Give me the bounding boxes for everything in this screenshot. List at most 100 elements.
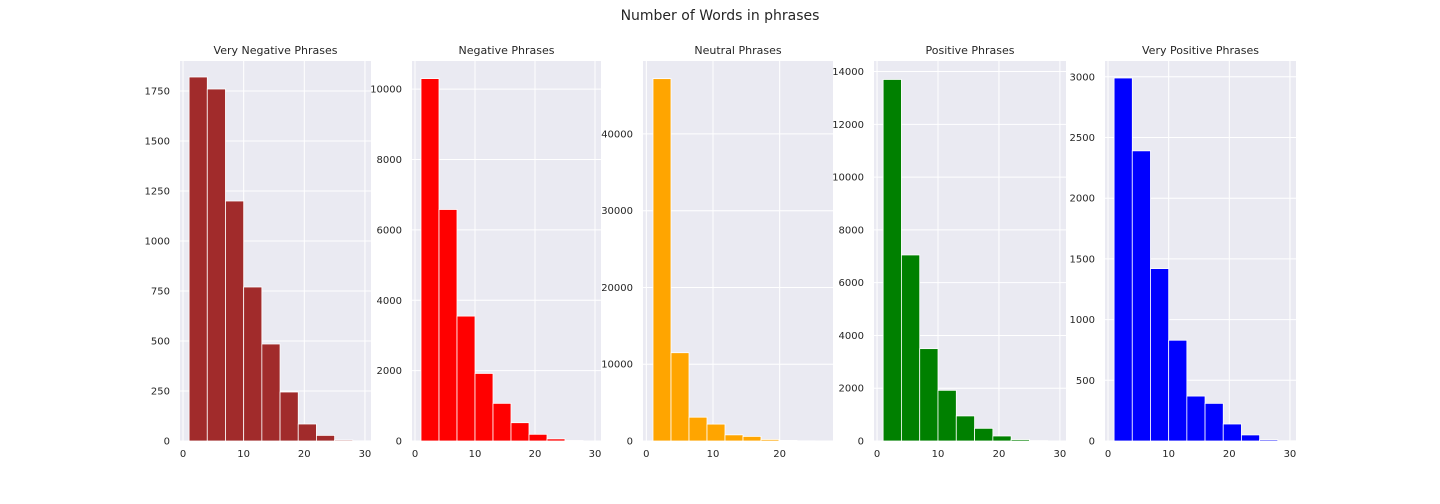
x-tick-label: 0 [180,449,186,460]
y-tick-label: 1500 [1070,254,1095,265]
y-tick-label: 6000 [839,278,864,289]
histogram-bar [297,423,317,442]
x-tick-label: 10 [932,449,945,460]
histogram-bar [510,422,530,442]
panel-4: 0 10 20 30 0 2000 4000 6000 8000 10000 12000 14000 P… [832,44,1067,460]
histogram-bar [652,78,672,442]
y-tick-label: 2000 [1070,194,1095,205]
y-tick-label: 2500 [1070,133,1095,144]
histogram-bar [1113,77,1133,442]
y-tick-label: 10000 [601,360,633,371]
x-tick-label: 0 [412,449,418,460]
panel-5: 0 10 20 30 0 500 1000 1500 2000 2500 3000 Very Posi… [1070,44,1297,460]
histogram-bar [688,416,708,442]
y-tick-label: 30000 [601,206,633,217]
x-tick-label: 30 [589,449,602,460]
histogram-bar [955,415,975,442]
histogram-bar [778,439,798,442]
histogram-bar [992,435,1012,442]
figure-title: Number of Words in phrases [620,8,820,24]
histogram-bar [420,78,440,442]
histogram-bar [243,286,263,442]
x-tick-label: 20 [993,449,1006,460]
y-tick-label: 2000 [377,366,402,377]
histogram-bar [528,433,548,442]
histogram-bar [1131,150,1151,442]
y-tick-label: 12000 [832,120,864,131]
x-tick-label: 20 [298,449,311,460]
histogram-bar [706,423,726,442]
histogram-bar [1186,395,1206,442]
y-tick-label: 2000 [839,384,864,395]
histogram-bar [974,427,994,442]
x-tick-label: 20 [529,449,542,460]
x-tick-label: 0 [1105,449,1111,460]
y-tick-label: 40000 [601,129,633,140]
subplot-title: Very Positive Phrases [1142,44,1259,57]
subplot-title: Neutral Phrases [694,44,781,57]
histogram-bar [279,391,299,442]
y-tick-label: 1000 [1070,315,1095,326]
histogram-bar [760,439,780,442]
histogram-bar [901,254,921,442]
x-tick-label: 10 [707,449,720,460]
y-tick-label: 750 [151,287,170,298]
histogram-bar [492,402,512,442]
histogram-bar [564,440,584,442]
panel-2: 0 10 20 30 0 2000 4000 6000 8000 10000 Negative Ph… [370,44,602,460]
y-tick-label: 500 [1076,376,1095,387]
y-tick-label: 10000 [370,85,402,96]
y-tick-label: 4000 [839,331,864,342]
histogram-bar [316,434,336,442]
x-tick-label: 10 [469,449,482,460]
histogram-bar [1241,434,1261,442]
subplot-title: Negative Phrases [459,44,555,57]
y-tick-label: 0 [858,437,864,448]
y-tick-label: 1750 [145,87,170,98]
histogram-bar [1222,423,1242,442]
x-tick-label: 30 [1284,449,1297,460]
y-tick-label: 3000 [1070,72,1095,83]
histogram-bar [1168,339,1188,442]
histogram-bar [225,200,245,442]
panel-1: 0 10 20 30 0 250 500 750 1000 1250 1500 1750 Very Ne… [145,44,372,460]
histogram-bar [742,435,762,442]
y-tick-label: 1000 [145,237,170,248]
y-tick-label: 14000 [832,67,864,78]
histogram-bar [1010,439,1030,442]
histogram-bar [206,88,226,442]
y-tick-label: 1250 [145,187,170,198]
subplot-title: Very Negative Phrases [214,44,338,57]
histogram-bar [456,315,476,442]
x-tick-label: 20 [1223,449,1236,460]
histogram-bar [1150,268,1170,442]
y-tick-label: 500 [151,337,170,348]
y-tick-label: 0 [1089,437,1095,448]
y-tick-label: 20000 [601,283,633,294]
histogram-bar [670,352,690,442]
y-tick-label: 10000 [832,173,864,184]
y-tick-label: 8000 [839,225,864,236]
x-tick-label: 20 [773,449,786,460]
histogram-bar [188,76,208,442]
histogram-bar [334,439,354,442]
subplot-title: Positive Phrases [926,44,1015,57]
x-tick-label: 0 [643,449,649,460]
y-tick-label: 6000 [377,225,402,236]
y-tick-label: 0 [164,437,170,448]
histogram-bar [724,434,744,442]
y-tick-label: 0 [396,437,402,448]
x-tick-label: 30 [1054,449,1067,460]
x-tick-label: 10 [1162,449,1175,460]
histogram-bar [937,389,957,442]
y-tick-label: 1500 [145,137,170,148]
y-tick-label: 0 [627,437,633,448]
panel-3: 0 10 20 0 10000 20000 30000 40000 Neutral Phrase… [601,44,834,460]
y-tick-label: 4000 [377,296,402,307]
histogram-bar [474,373,494,442]
x-tick-label: 10 [237,449,250,460]
histogram-bar [882,79,902,442]
histogram-bar [261,343,281,442]
